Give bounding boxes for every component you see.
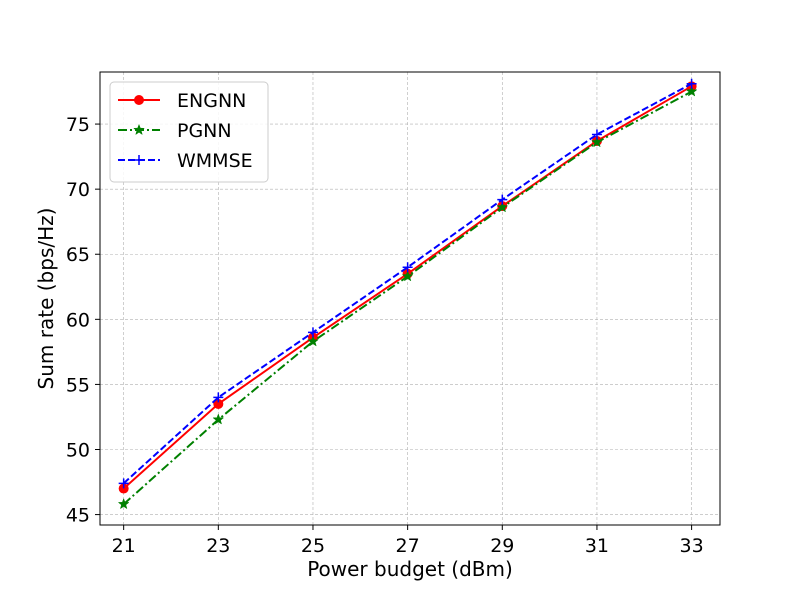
- legend-marker-wmmse: [134, 155, 144, 165]
- legend-label-engnn: ENGNN: [177, 90, 246, 112]
- x-tick-label: 29: [490, 535, 514, 557]
- wmmse-point: [213, 392, 224, 403]
- series-pgnn: [117, 85, 698, 510]
- wmmse-point: [307, 327, 318, 338]
- legend: ENGNN PGNN WMMSE: [109, 81, 269, 183]
- x-axis-label: Power budget (dBm): [307, 557, 513, 581]
- pgnn-point: [401, 270, 414, 282]
- series-lines: [117, 78, 698, 510]
- y-tick-label: 50: [66, 440, 90, 462]
- pgnn-point: [685, 85, 698, 97]
- legend-box: [109, 81, 269, 183]
- x-tick-label: 27: [396, 535, 420, 557]
- y-axis-label: Sum rate (bps/Hz): [34, 208, 58, 390]
- y-tick-label: 55: [66, 374, 90, 396]
- pgnn-point: [591, 136, 603, 148]
- series-wmmse: [118, 78, 697, 489]
- legend-label-wmmse: WMMSE: [177, 150, 253, 172]
- y-tick-label: 60: [66, 309, 90, 331]
- y-tick-label: 75: [66, 114, 90, 136]
- x-tick-label: 33: [680, 535, 704, 557]
- legend-marker-pgnn: [133, 123, 145, 136]
- y-tick-label: 65: [66, 244, 90, 266]
- x-tick-label: 31: [585, 535, 609, 557]
- legend-label-pgnn: PGNN: [177, 120, 232, 142]
- x-tick-label: 21: [112, 535, 136, 557]
- wmmse-point: [497, 194, 508, 205]
- pgnn-point: [307, 335, 319, 347]
- wmmse-point: [591, 129, 602, 140]
- grid: [100, 72, 720, 525]
- wmmse-point: [118, 478, 129, 489]
- pgnn-point: [117, 497, 130, 510]
- x-tick-label: 25: [301, 535, 325, 557]
- wmmse-point: [686, 78, 697, 89]
- legend-marker-engnn: [134, 95, 144, 105]
- y-tick-label: 45: [66, 505, 90, 527]
- x-tick-label: 23: [206, 535, 230, 557]
- y-tick-label: 70: [66, 179, 90, 201]
- pgnn-point: [496, 201, 509, 213]
- axis-ticks: 21 23 25 27 29 31 33 45 50 55 60 65 70 75: [66, 114, 704, 557]
- pgnn-point: [212, 413, 225, 425]
- plot-frame: [99, 71, 721, 526]
- wmmse-point: [402, 262, 413, 273]
